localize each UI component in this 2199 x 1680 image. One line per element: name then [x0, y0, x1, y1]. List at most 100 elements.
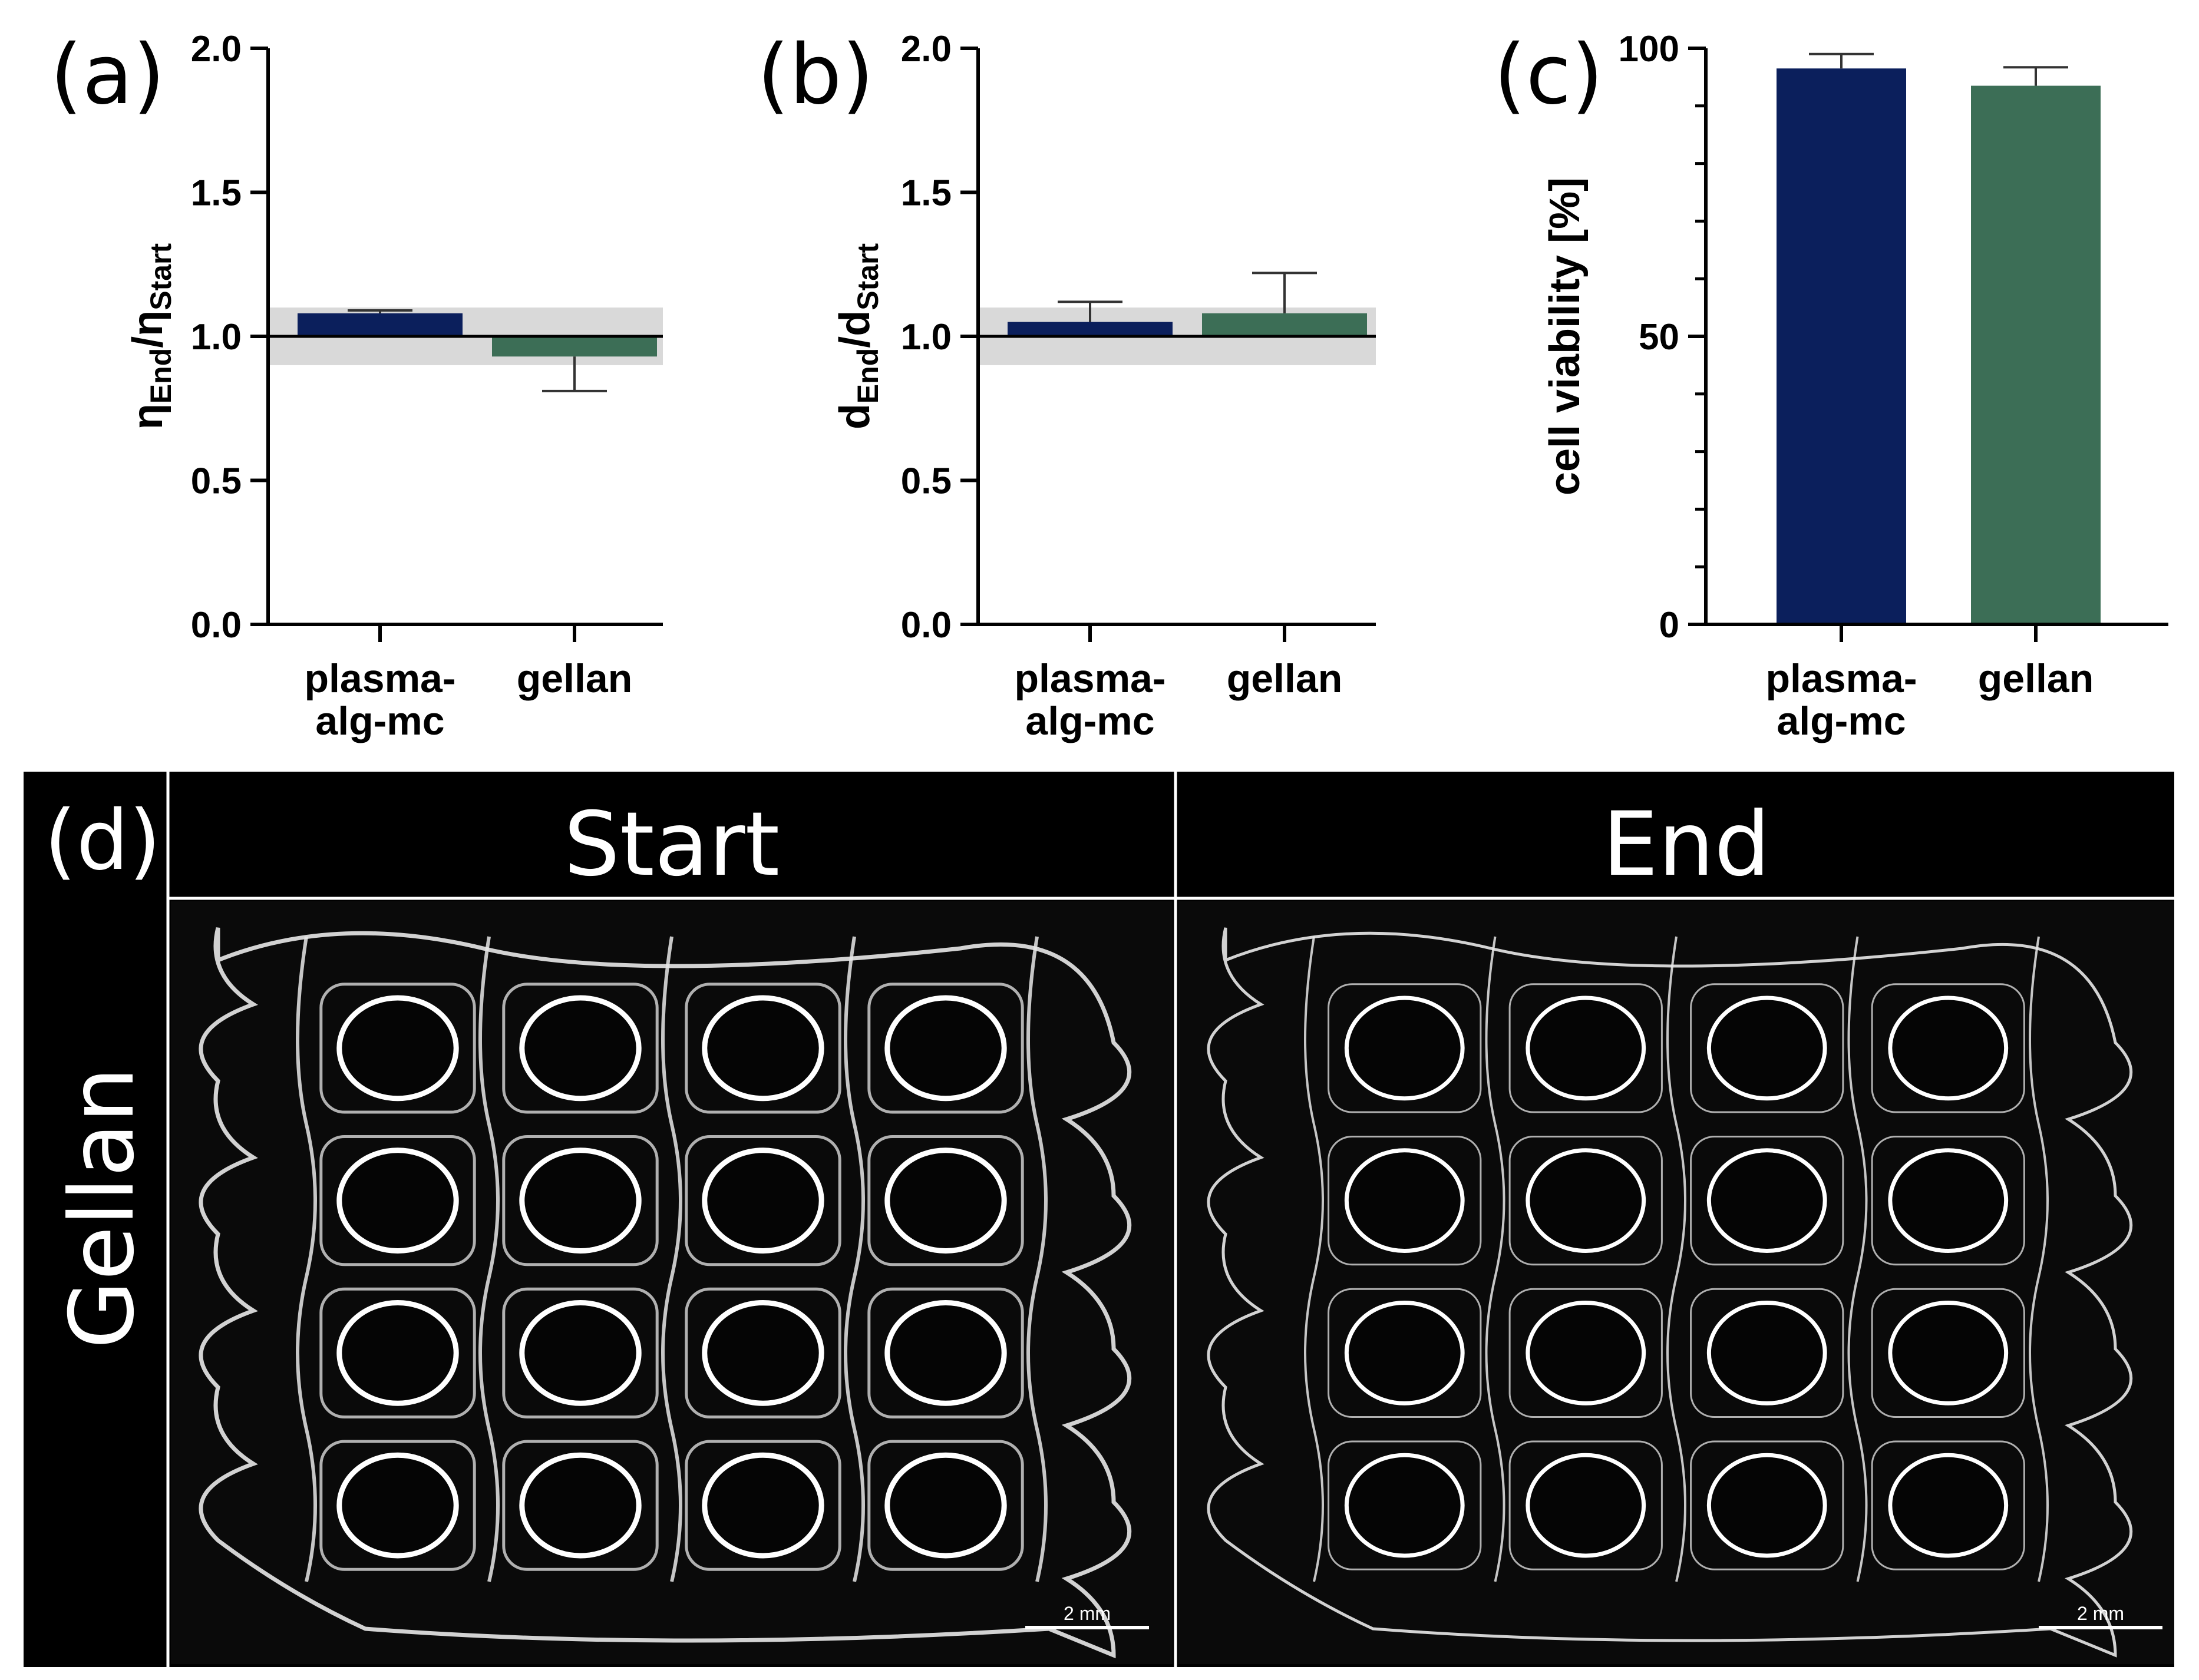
ylabel-sub2: Start [144, 243, 177, 310]
category-label: plasma- [305, 656, 456, 701]
scaffold-pore [702, 1452, 824, 1559]
scaffold-cell [502, 983, 659, 1114]
bar-plasma-alg-mc [298, 313, 463, 336]
scaffold-outline [1207, 927, 2133, 1658]
category-label: alg-mc [315, 699, 444, 743]
scaffold-strand [1847, 936, 1868, 1582]
category-label: alg-mc [1777, 699, 1906, 743]
scaffold-cell [1328, 1440, 1482, 1570]
scaffold-strand [2029, 936, 2049, 1582]
scaffold-strand [661, 936, 682, 1582]
scaffold-cell [502, 1135, 659, 1266]
scaffold-cell [1871, 1135, 2025, 1266]
panel-a-letter: (a) [50, 27, 165, 123]
scaffold-cell [1328, 1135, 1482, 1266]
scaffold-cell [685, 983, 841, 1114]
photo-start-image [171, 901, 1173, 1664]
bar-gellan [492, 336, 657, 357]
panel-b-letter: (b) [757, 27, 874, 123]
panel-c-chart: (c) 0 50 100 plasma-alg-mc gellan cell viab… [1494, 27, 2168, 743]
scaffold-strand [1304, 936, 1324, 1582]
y-tick-label: 1.5 [191, 173, 242, 214]
y-axis-label: ηEnd/ηStart [124, 243, 177, 429]
ylabel-main: η [124, 404, 171, 429]
scale-bar-label: 2 mm [2077, 1603, 2124, 1624]
ylabel-main2: η [124, 310, 171, 336]
bar-plasma-alg-mc [1008, 322, 1173, 336]
scaffold-cell [319, 1287, 476, 1419]
scaffold-pore [1706, 996, 1827, 1101]
ylabel-sub1: End [144, 348, 177, 404]
scaffold-cell [1508, 1135, 1663, 1266]
category-label: plasma- [1015, 656, 1166, 701]
scaffold-pore [1888, 1453, 2009, 1558]
scaffold-pore [884, 1147, 1007, 1254]
scaffold-pore [1526, 1453, 1646, 1558]
scaffold-pore [519, 1147, 642, 1254]
ylabel-sep: / [831, 336, 879, 348]
scaffold-cell [1871, 1288, 2025, 1418]
scaffold-cell [867, 1287, 1024, 1419]
y-tick-label: 50 [1639, 317, 1679, 358]
scaffold-cell [1871, 1440, 2025, 1570]
scaffold-pore [884, 995, 1007, 1102]
scaffold-cell [685, 1287, 841, 1419]
y-tick-label: 1.0 [901, 317, 952, 358]
column-title-end: End [1602, 793, 1770, 896]
scaffold-outline [199, 927, 1132, 1659]
photo-background [1178, 901, 2174, 1664]
scaffold-pore [1706, 1148, 1827, 1254]
category-label: gellan [1227, 656, 1343, 701]
scaffold-pore [1526, 1300, 1646, 1405]
ylabel-sub1: End [851, 348, 884, 404]
panel-b-chart: (b) 0.00.51.01.52.0 plasma-alg-mcgellan … [757, 27, 1376, 743]
y-tick-label: 0.0 [191, 605, 242, 646]
scaffold-pore [519, 995, 642, 1102]
scaffold-pore [1526, 996, 1646, 1101]
category-label: plasma- [1766, 656, 1917, 701]
scaffold-pore [519, 1452, 642, 1559]
scaffold-cell [1508, 1288, 1663, 1418]
y-tick-label: 100 [1619, 29, 1679, 70]
scaffold-pore [884, 1299, 1007, 1406]
scaffold-cell [1690, 983, 1844, 1113]
scaffold-cell [502, 1287, 659, 1419]
scaffold-pore [884, 1452, 1007, 1559]
scaffold-cell [867, 983, 1024, 1114]
scaffold-pore [336, 1299, 459, 1406]
y-tick-label: 0.5 [901, 461, 952, 502]
scaffold-cell [1328, 1288, 1482, 1418]
scaffold-cell [1508, 1440, 1663, 1570]
scaffold-cell [1508, 983, 1663, 1113]
bar-gellan [1971, 85, 2101, 624]
scaffold-cell [1328, 983, 1482, 1113]
ylabel-sub2: Start [851, 243, 884, 310]
y-tick-label: 0.0 [901, 605, 952, 646]
scaffold-pore [1344, 996, 1465, 1101]
panel-c-letter: (c) [1494, 27, 1603, 123]
ylabel-main2: d [831, 310, 879, 336]
category-label: gellan [517, 656, 633, 701]
scaffold-pore [1706, 1300, 1827, 1405]
scaffold-cell [867, 1135, 1024, 1266]
scale-bar-line [1025, 1626, 1149, 1629]
y-tick-label: 0 [1659, 605, 1679, 646]
scale-bar-label: 2 mm [1064, 1603, 1111, 1624]
column-title-start: Start [564, 793, 780, 896]
scaffold-strand [844, 936, 865, 1582]
scaffold-strand [1026, 936, 1048, 1582]
scaffold-strand [1666, 936, 1686, 1582]
scaffold-cell [1690, 1288, 1844, 1418]
scaffold-pore [1706, 1453, 1827, 1558]
bar-plasma-alg-mc [1777, 68, 1906, 625]
scaffold-pore [336, 1452, 459, 1559]
scaffold-cell [685, 1440, 841, 1571]
y-axis-label: cell viability [%] [1541, 177, 1589, 495]
scaffold-strand [1485, 936, 1505, 1582]
panel-d-photos: (d) Gellan Start End 2 mm 2 mm [24, 772, 2199, 1667]
scaffold-pore [1888, 1148, 2009, 1254]
scaffold-pore [519, 1299, 642, 1406]
scaffold-pore [702, 995, 824, 1102]
y-tick-label: 1.0 [191, 317, 242, 358]
